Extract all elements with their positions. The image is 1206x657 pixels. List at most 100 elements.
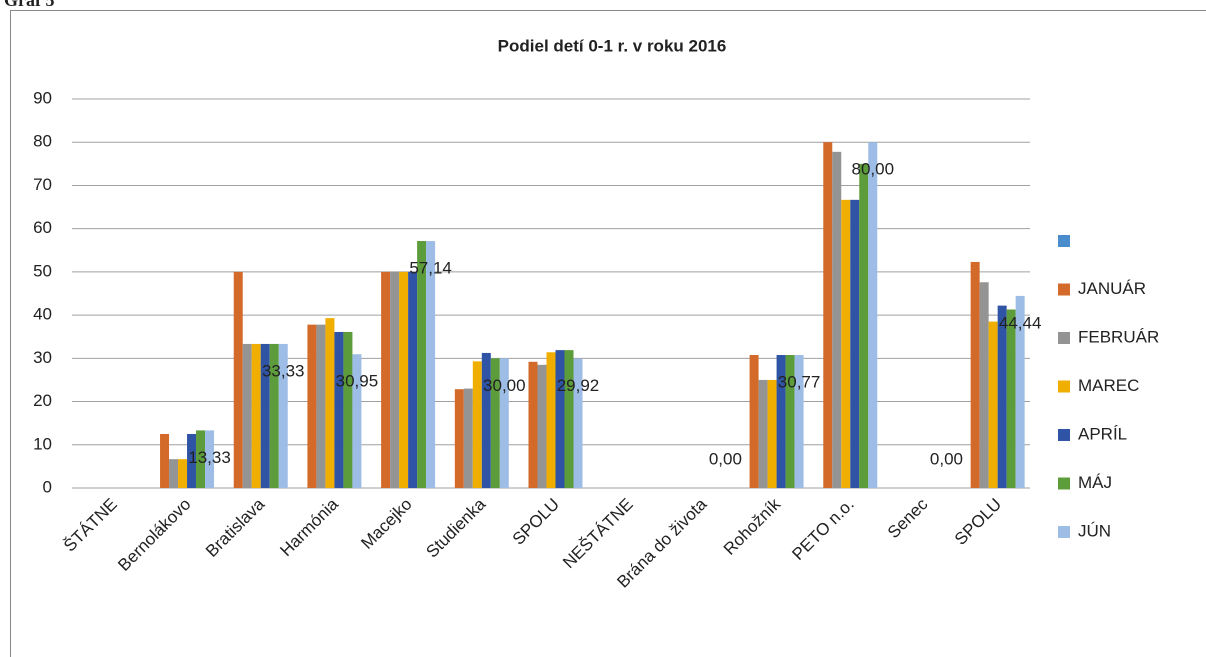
legend-swatch	[1058, 235, 1070, 247]
y-tick-label: 40	[33, 305, 52, 324]
bar	[307, 324, 317, 488]
y-tick-label: 60	[33, 218, 52, 237]
bar	[988, 321, 998, 488]
bar	[490, 358, 500, 488]
header: Graf 5	[4, 0, 54, 10]
bar	[187, 433, 197, 488]
bar	[343, 331, 353, 488]
x-tick-label: Harmónia	[276, 494, 342, 560]
bar	[528, 361, 538, 488]
data-label: 30,95	[336, 372, 379, 391]
bar	[1015, 295, 1025, 488]
bar	[160, 433, 170, 488]
bar	[1006, 309, 1016, 488]
legend-swatch	[1058, 526, 1070, 538]
bar	[278, 343, 288, 488]
bar	[859, 163, 869, 489]
data-label: 80,00	[851, 160, 894, 179]
x-tick-label: PETO n.o.	[788, 495, 857, 564]
legend-swatch	[1058, 283, 1070, 296]
bar	[381, 271, 391, 488]
bar	[823, 142, 833, 488]
bar	[767, 379, 777, 488]
x-tick-label: Rohožník	[720, 494, 785, 559]
legend-label: FEBRUÁR	[1078, 327, 1159, 346]
bar	[997, 305, 1007, 488]
bar	[178, 459, 188, 488]
y-tick-label: 90	[33, 88, 52, 107]
y-tick-label: 20	[33, 391, 52, 410]
data-label: 0,00	[709, 449, 742, 468]
bar	[794, 355, 804, 488]
bar	[417, 241, 427, 488]
bar	[979, 282, 989, 488]
bar	[499, 358, 509, 488]
y-tick-label: 0	[43, 477, 52, 496]
bar	[749, 355, 759, 488]
bar	[233, 271, 243, 488]
data-label: 33,33	[262, 361, 305, 380]
bar	[325, 318, 335, 488]
bar	[334, 331, 344, 488]
legend-swatch	[1058, 332, 1070, 344]
bar	[573, 358, 583, 488]
x-tick-label: SPOLU	[509, 495, 563, 549]
data-label: 13,33	[188, 448, 231, 467]
bar	[564, 350, 574, 488]
data-label: 0,00	[930, 449, 963, 468]
bar	[463, 388, 473, 488]
legend-swatch	[1058, 429, 1070, 441]
data-label: 30,77	[778, 372, 821, 391]
bar	[399, 271, 409, 488]
bar	[785, 355, 795, 488]
bar	[390, 271, 400, 488]
bar	[472, 361, 482, 488]
legend-label: APRÍL	[1078, 424, 1127, 443]
bar	[260, 343, 270, 488]
bar	[242, 343, 252, 488]
bar	[776, 355, 786, 488]
bar	[316, 324, 326, 488]
x-tick-label: SPOLU	[951, 495, 1005, 549]
bar	[269, 343, 279, 488]
data-label: 30,00	[483, 376, 526, 395]
x-tick-label: Bratislava	[202, 494, 269, 561]
x-tick-label: ŠTÁTNE	[60, 495, 121, 556]
x-tick-label: Macejko	[357, 495, 415, 553]
x-tick-label: Senec	[884, 494, 932, 542]
y-tick-label: 30	[33, 348, 52, 367]
bar	[555, 350, 565, 488]
bar	[832, 151, 842, 488]
data-label: 57,14	[409, 259, 452, 278]
bar	[481, 352, 491, 488]
x-tick-label: Studienka	[422, 494, 489, 561]
chart-border	[10, 10, 1206, 657]
bar	[426, 241, 436, 488]
data-label: 44,44	[999, 313, 1042, 332]
bar	[868, 142, 878, 488]
chart-title: Podiel detí 0-1 r. v roku 2016	[498, 36, 727, 55]
y-tick-label: 70	[33, 175, 52, 194]
legend-swatch	[1058, 380, 1070, 393]
bar	[408, 271, 418, 488]
y-tick-label: 10	[33, 434, 52, 453]
legend-swatch	[1058, 477, 1070, 490]
legend-label: MAREC	[1078, 376, 1139, 395]
x-tick-label: NEŠTÁTNE	[559, 495, 637, 573]
bar	[758, 379, 768, 488]
bar	[546, 352, 556, 488]
legend-label: MÁJ	[1078, 473, 1112, 492]
y-tick-label: 80	[33, 132, 52, 151]
legend-label: JÚN	[1078, 521, 1111, 540]
bar	[850, 199, 860, 488]
bar	[169, 459, 179, 488]
bar	[196, 430, 206, 488]
bar	[205, 430, 215, 488]
bar	[251, 343, 261, 488]
bar	[352, 354, 362, 488]
bar	[841, 199, 851, 488]
bar	[970, 261, 980, 488]
y-tick-label: 50	[33, 261, 52, 280]
bar	[454, 389, 464, 488]
